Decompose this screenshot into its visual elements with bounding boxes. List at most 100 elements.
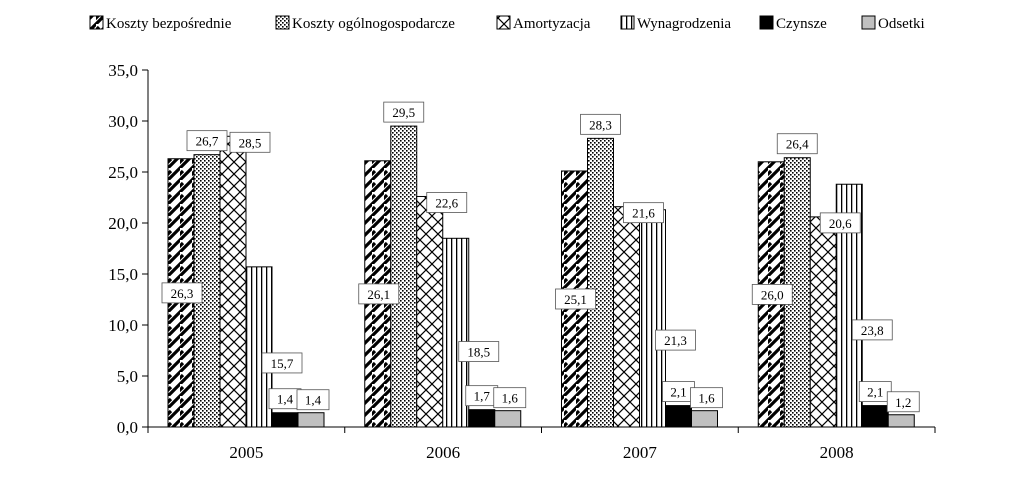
data-label-box (261, 352, 303, 374)
data-label-wynagrodzenia-2008: 23,8 (861, 323, 884, 338)
data-label-box (229, 131, 271, 153)
y-tick-label: 35,0 (108, 61, 138, 80)
data-label-box (690, 387, 723, 409)
bar-wynagrodzenia-2007 (639, 209, 666, 428)
data-label: 1,6 (493, 387, 527, 409)
data-label-wynagrodzenia-2007: 21,3 (664, 333, 687, 348)
bar-wynagrodzenia-2006 (442, 237, 470, 428)
data-label-czynsze-2008: 2,1 (867, 385, 883, 400)
bar-odsetki-2007 (691, 410, 718, 428)
data-label-box (358, 283, 400, 305)
data-label-odsetki-2008: 1,2 (895, 395, 911, 410)
data-label: 21,3 (655, 329, 696, 351)
data-label: 26,1 (358, 283, 400, 305)
data-label-koszty-ogolnogospodarcze-2006: 29,5 (392, 105, 415, 120)
bar-koszty-ogolnogospodarcze-2007 (587, 137, 614, 428)
data-label: 20,6 (819, 212, 861, 234)
legend-item-odsetki: Odsetki (861, 15, 925, 32)
data-labels: 26,3 26,7 28,5 15,7 1,4 1,4 26,1 29,5 22,6 18,5 1,… (161, 101, 920, 413)
y-tick-label: 0,0 (117, 418, 138, 437)
x-tick-label: 2007 (623, 443, 658, 462)
data-label-box (186, 130, 228, 152)
bar-odsetki-2006 (494, 410, 522, 428)
data-label: 2,1 (662, 381, 695, 402)
data-label: 29,5 (383, 101, 425, 123)
data-label-czynsze-2006: 1,7 (474, 389, 491, 404)
x-tick-label: 2008 (820, 443, 854, 462)
data-label-box (383, 101, 425, 123)
data-label: 26,3 (161, 282, 203, 304)
legend-label: Wynagrodzenia (637, 16, 731, 32)
data-label-koszty-ogolnogospodarcze-2005: 26,7 (196, 134, 219, 149)
data-label: 28,3 (580, 113, 621, 135)
data-label: 26,4 (776, 133, 818, 155)
data-label: 1,2 (886, 391, 920, 413)
x-tick-label: 2006 (426, 443, 460, 462)
data-label-wynagrodzenia-2006: 18,5 (467, 345, 490, 360)
data-label-box (776, 133, 818, 155)
data-label: 25,1 (555, 288, 596, 310)
data-label-amortyzacja-2006: 22,6 (435, 195, 458, 210)
data-label-box (580, 113, 621, 135)
bar-odsetki-2005 (297, 412, 325, 428)
data-label: 26,7 (186, 130, 228, 152)
data-label-koszty-bezposrednie-2007: 25,1 (564, 292, 587, 307)
legend: Koszty bezpośrednie Koszty ogólnogospodar… (89, 15, 925, 32)
data-label-odsetki-2006: 1,6 (502, 391, 519, 406)
data-label: 22,6 (426, 192, 468, 213)
y-tick-label: 5,0 (117, 367, 138, 386)
legend-item-koszty-ogolnogospodarcze: Koszty ogólnogospodarcze (275, 15, 455, 32)
bar-wynagrodzenia-2005 (245, 266, 273, 428)
bar-amortyzacja-2005 (219, 135, 247, 428)
data-label: 21,6 (623, 202, 664, 224)
data-label-box (296, 389, 330, 411)
data-label: 26,0 (751, 283, 793, 305)
data-label: 23,8 (851, 319, 893, 341)
bar-czynsze-2008 (861, 405, 889, 428)
data-label-box (458, 341, 500, 362)
data-label-czynsze-2005: 1,4 (277, 392, 294, 407)
data-label-box (161, 282, 203, 304)
y-tick-label: 25,0 (108, 163, 138, 182)
legend-label: Odsetki (878, 16, 925, 32)
legend-swatch (89, 15, 104, 30)
x-tick-label: 2005 (229, 443, 263, 462)
data-label-odsetki-2007: 1,6 (698, 391, 715, 406)
bar-czynsze-2007 (665, 405, 692, 428)
data-label: 1,7 (465, 385, 499, 407)
data-label-amortyzacja-2007: 21,6 (632, 206, 655, 221)
data-label: 18,5 (458, 341, 500, 362)
y-tick-label: 30,0 (108, 112, 138, 131)
data-label: 15,7 (261, 352, 303, 374)
data-label-box (819, 212, 861, 234)
bar-amortyzacja-2006 (416, 195, 444, 428)
data-label: 1,6 (690, 387, 723, 409)
legend-swatch (759, 15, 774, 30)
data-label-box (886, 391, 920, 413)
data-label-box (426, 192, 468, 213)
legend-item-amortyzacja: Amortyzacja (496, 15, 591, 32)
data-label-koszty-ogolnogospodarcze-2007: 28,3 (589, 117, 612, 132)
data-label-box (851, 319, 893, 341)
bar-amortyzacja-2007 (613, 206, 640, 428)
data-label-koszty-bezposrednie-2006: 26,1 (367, 287, 390, 302)
legend-item-czynsze: Czynsze (759, 15, 827, 32)
axes: 0,0 5,0 10,0 15,0 20,0 25,0 30,0 35,0 2005 2006 20… (108, 61, 936, 462)
data-label-box (655, 329, 696, 351)
legend-swatch (861, 15, 876, 30)
bar-amortyzacja-2008 (809, 216, 837, 428)
legend-swatch (496, 15, 511, 30)
legend-label: Czynsze (776, 16, 827, 32)
data-label-box (623, 202, 664, 224)
data-label: 1,4 (296, 389, 330, 411)
data-label-odsetki-2005: 1,4 (305, 393, 322, 408)
y-tick-label: 10,0 (108, 316, 138, 335)
legend-swatch (275, 15, 290, 30)
data-label-amortyzacja-2005: 28,5 (239, 135, 262, 150)
legend-label: Amortyzacja (513, 16, 591, 32)
data-label: 1,4 (268, 388, 302, 410)
bar-czynsze-2006 (468, 409, 496, 428)
bar-koszty-ogolnogospodarcze-2006 (390, 125, 418, 428)
